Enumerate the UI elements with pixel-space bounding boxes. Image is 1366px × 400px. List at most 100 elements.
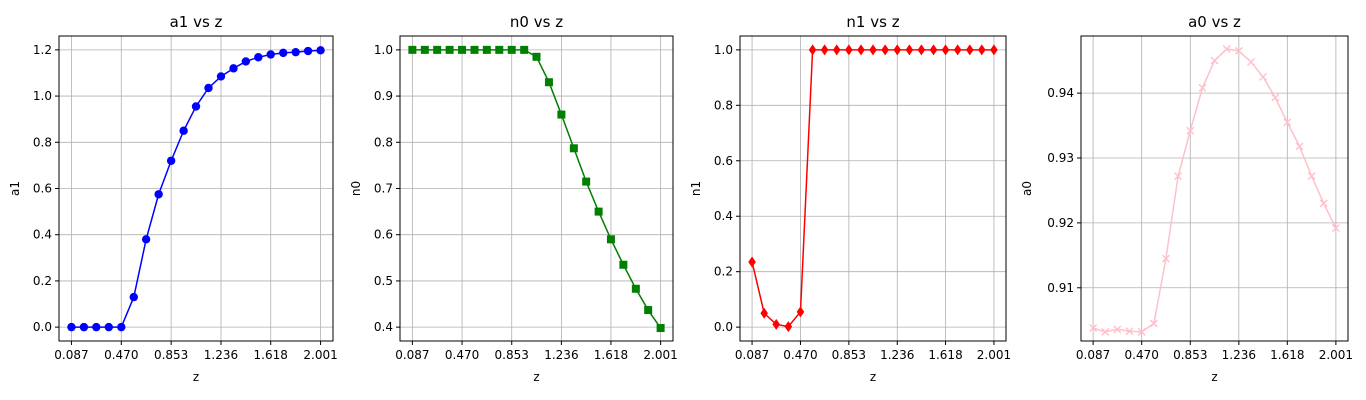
data-point bbox=[316, 46, 325, 55]
x-tick-label: 1.618 bbox=[928, 348, 962, 362]
y-tick-label: 0.7 bbox=[374, 182, 393, 196]
y-tick-label: 0.0 bbox=[714, 320, 733, 334]
y-tick-label: 0.6 bbox=[714, 154, 733, 168]
x-tick-label: 1.618 bbox=[1270, 348, 1304, 362]
x-tick-label: 2.001 bbox=[303, 348, 337, 362]
x-tick-label: 0.470 bbox=[783, 348, 817, 362]
data-point bbox=[1295, 142, 1304, 151]
data-point bbox=[917, 44, 926, 56]
data-point bbox=[544, 78, 553, 87]
chart-title: n0 vs z bbox=[510, 13, 563, 31]
data-point bbox=[266, 50, 275, 59]
data-point bbox=[1186, 126, 1195, 135]
data-point bbox=[978, 44, 986, 56]
x-tick-label: 0.087 bbox=[735, 348, 769, 362]
data-point bbox=[154, 190, 163, 199]
x-tick-label: 0.853 bbox=[495, 348, 529, 362]
x-tick-label: 0.853 bbox=[832, 348, 866, 362]
chart-panel-4: 0.087 0.470 0.853 1.236 1.618 2.001 0.91 0.92 0.… bbox=[1020, 13, 1353, 384]
data-point bbox=[869, 44, 877, 56]
data-point bbox=[606, 235, 615, 244]
x-axis-label: z bbox=[533, 370, 539, 384]
data-point bbox=[1283, 118, 1292, 127]
x-tick-label: 0.470 bbox=[445, 348, 479, 362]
data-point bbox=[445, 45, 454, 54]
chart-panel-2: 0.087 0.470 0.853 1.236 1.618 2.001 0.4 0.5 0.6 0… bbox=[349, 13, 678, 384]
x-tick-label: 1.236 bbox=[544, 348, 578, 362]
data-point bbox=[881, 44, 889, 56]
data-point bbox=[166, 156, 176, 165]
x-axis-label: z bbox=[193, 370, 199, 384]
data-point bbox=[141, 235, 151, 244]
x-tick-label: 1.618 bbox=[254, 348, 288, 362]
y-axis-label: a1 bbox=[8, 181, 22, 196]
x-tick-label: 1.236 bbox=[204, 348, 238, 362]
data-point bbox=[291, 47, 300, 57]
x-axis-label: z bbox=[870, 370, 876, 384]
series-line bbox=[412, 49, 662, 329]
data-point bbox=[458, 45, 467, 54]
y-tick-label: 0.0 bbox=[33, 320, 52, 334]
y-tick-label: 0.4 bbox=[374, 320, 393, 334]
data-point bbox=[905, 44, 914, 56]
data-point bbox=[1137, 327, 1146, 336]
y-tick-label: 0.2 bbox=[33, 274, 52, 288]
data-point bbox=[104, 322, 113, 332]
data-point bbox=[204, 83, 213, 93]
data-point bbox=[619, 260, 628, 269]
y-tick-label: 0.93 bbox=[1047, 151, 1074, 165]
chart-title: n1 vs z bbox=[846, 13, 899, 31]
y-axis-label: n1 bbox=[689, 181, 703, 196]
y-tick-label: 1.0 bbox=[33, 89, 52, 103]
y-tick-label: 1.0 bbox=[374, 43, 393, 57]
x-tick-label: 0.470 bbox=[1125, 348, 1159, 362]
data-point bbox=[893, 44, 902, 56]
y-tick-label: 0.8 bbox=[33, 135, 52, 149]
chart-title: a1 vs z bbox=[170, 13, 223, 31]
y-tick-label: 0.8 bbox=[714, 98, 733, 112]
data-point bbox=[1113, 325, 1122, 334]
y-axis-label: n0 bbox=[349, 181, 363, 196]
data-point bbox=[179, 126, 188, 135]
data-point bbox=[191, 102, 201, 111]
data-point bbox=[808, 44, 817, 56]
data-point bbox=[507, 45, 516, 54]
data-point bbox=[420, 45, 429, 54]
x-tick-label: 2.001 bbox=[643, 348, 677, 362]
data-point bbox=[594, 207, 603, 216]
data-point bbox=[929, 44, 938, 56]
x-tick-label: 2.001 bbox=[977, 348, 1011, 362]
data-point bbox=[784, 321, 793, 333]
data-point bbox=[303, 46, 313, 56]
data-point bbox=[67, 322, 76, 332]
data-point bbox=[845, 44, 853, 56]
y-tick-label: 0.4 bbox=[714, 209, 733, 223]
data-point bbox=[1125, 327, 1134, 336]
x-tick-label: 1.236 bbox=[880, 348, 914, 362]
data-point bbox=[482, 45, 491, 54]
data-point bbox=[129, 292, 138, 302]
data-point bbox=[1247, 57, 1256, 66]
data-point bbox=[820, 44, 829, 56]
y-tick-label: 0.94 bbox=[1047, 86, 1074, 100]
data-point bbox=[1319, 199, 1328, 208]
y-tick-label: 0.6 bbox=[374, 228, 393, 242]
data-point bbox=[1174, 172, 1183, 181]
x-tick-label: 0.853 bbox=[1173, 348, 1207, 362]
data-point bbox=[520, 45, 529, 54]
data-point bbox=[1222, 44, 1231, 53]
x-tick-label: 0.087 bbox=[54, 348, 88, 362]
data-point bbox=[1271, 93, 1280, 102]
data-point bbox=[433, 45, 442, 54]
axes-frame bbox=[1080, 35, 1349, 342]
y-tick-label: 0.9 bbox=[374, 89, 393, 103]
y-tick-label: 0.4 bbox=[33, 228, 52, 242]
data-point bbox=[857, 44, 865, 56]
x-tick-label: 0.087 bbox=[395, 348, 429, 362]
data-point bbox=[557, 110, 566, 119]
data-point bbox=[644, 306, 653, 315]
x-tick-label: 0.087 bbox=[1076, 348, 1110, 362]
data-point bbox=[408, 45, 417, 54]
data-point bbox=[254, 53, 263, 62]
